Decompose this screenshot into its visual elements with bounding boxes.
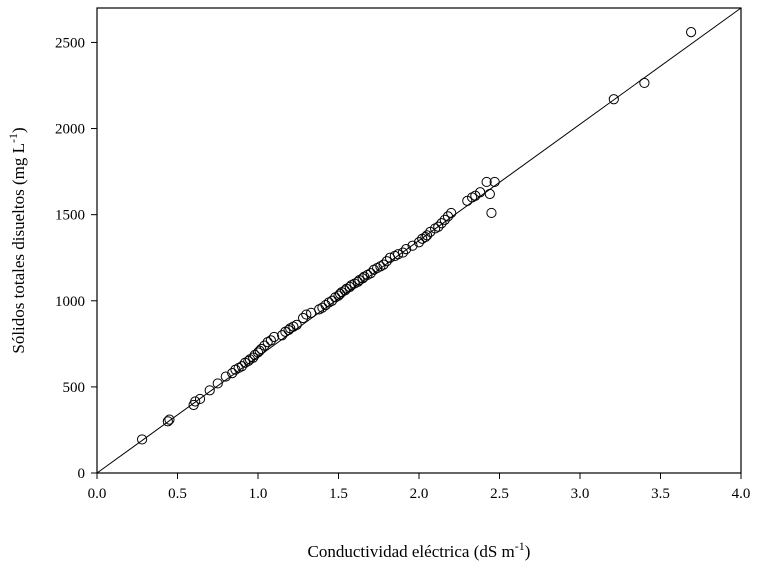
- data-point: [136, 434, 148, 445]
- data-point: [407, 240, 418, 251]
- plot-frame: [96, 7, 742, 474]
- y-tick-label: 2500: [55, 35, 85, 51]
- ticks-layer: 0.0 0.5 1.0 1.5 2.0 2.5 3.0 3.5 4.0 0 500 1000 1500 2…: [55, 35, 750, 502]
- data-point: [433, 221, 444, 232]
- data-point: [317, 302, 328, 313]
- data-point: [365, 268, 376, 279]
- data-point: [291, 319, 302, 330]
- data-point: [236, 361, 247, 372]
- data-point: [392, 249, 404, 260]
- data-point: [301, 309, 312, 320]
- data-point: [475, 187, 486, 198]
- x-tick-label: 0.5: [168, 486, 187, 502]
- data-point: [230, 364, 241, 375]
- data-point: [446, 207, 457, 219]
- y-tick-label: 1000: [55, 294, 85, 310]
- x-axis-title-end: ): [525, 542, 531, 561]
- data-point: [372, 262, 383, 274]
- data-point: [164, 414, 175, 425]
- y-axis-title-superscript: -1: [6, 133, 20, 143]
- x-tick-label: 4.0: [732, 486, 751, 502]
- data-point: [346, 280, 357, 291]
- data-point: [413, 237, 425, 248]
- data-point: [430, 223, 441, 234]
- fit-line-layer: [96, 7, 742, 474]
- data-point: [685, 27, 697, 38]
- data-point: [297, 312, 309, 324]
- x-tick-label: 2.5: [490, 486, 509, 502]
- data-point: [359, 271, 370, 282]
- y-tick-label: 0: [78, 466, 86, 482]
- data-point: [333, 290, 344, 301]
- data-point: [368, 264, 380, 275]
- data-point: [259, 340, 270, 351]
- data-point: [233, 362, 244, 374]
- data-point: [362, 269, 373, 281]
- data-point: [442, 211, 454, 222]
- data-point: [421, 230, 433, 241]
- regression-line: [96, 7, 742, 474]
- data-point: [401, 244, 412, 255]
- data-point: [204, 385, 215, 396]
- x-axis-title: Conductividad eléctrica (dS m-1): [308, 539, 531, 561]
- data-point: [489, 176, 500, 188]
- data-point: [262, 337, 273, 348]
- data-point: [378, 259, 389, 270]
- data-point: [212, 378, 223, 389]
- data-point: [190, 396, 201, 407]
- y-axis-title-end: ): [9, 127, 28, 133]
- data-point: [256, 343, 267, 355]
- data-point: [439, 214, 450, 225]
- y-axis-title: Sólidos totales disueltos (mg L-1): [6, 127, 28, 353]
- x-axis-title-superscript: -1: [515, 539, 525, 553]
- data-point: [162, 416, 173, 427]
- y-tick-label: 500: [63, 380, 86, 396]
- x-tick-label: 1.5: [329, 486, 348, 502]
- data-point: [484, 188, 495, 200]
- y-axis-title-main: Sólidos totales disueltos (mg L: [9, 143, 28, 354]
- data-point: [467, 192, 478, 203]
- data-point: [269, 331, 280, 343]
- points-layer: [136, 27, 697, 445]
- data-point: [381, 256, 392, 267]
- data-point: [397, 247, 408, 258]
- x-tick-label: 0.0: [88, 486, 107, 502]
- x-tick-label: 3.0: [571, 486, 590, 502]
- x-axis-title-main: Conductividad eléctrica (dS m: [308, 542, 515, 561]
- data-point: [486, 207, 497, 219]
- data-point: [639, 77, 650, 89]
- data-point: [194, 393, 206, 405]
- y-tick-label: 1500: [55, 208, 85, 224]
- x-tick-label: 1.0: [249, 486, 268, 502]
- data-point: [288, 321, 299, 332]
- data-point: [252, 347, 264, 358]
- y-tick-label: 2000: [55, 122, 85, 138]
- data-point: [375, 261, 386, 272]
- data-point: [265, 335, 276, 346]
- x-tick-label: 3.5: [651, 486, 670, 502]
- data-point: [285, 323, 296, 334]
- data-point: [220, 371, 231, 382]
- data-point: [436, 218, 447, 229]
- x-tick-label: 2.0: [410, 486, 429, 502]
- data-point: [277, 330, 288, 341]
- data-point: [481, 176, 492, 188]
- data-point: [227, 368, 238, 379]
- data-point: [323, 297, 334, 308]
- data-point: [608, 94, 619, 105]
- data-point: [326, 295, 338, 306]
